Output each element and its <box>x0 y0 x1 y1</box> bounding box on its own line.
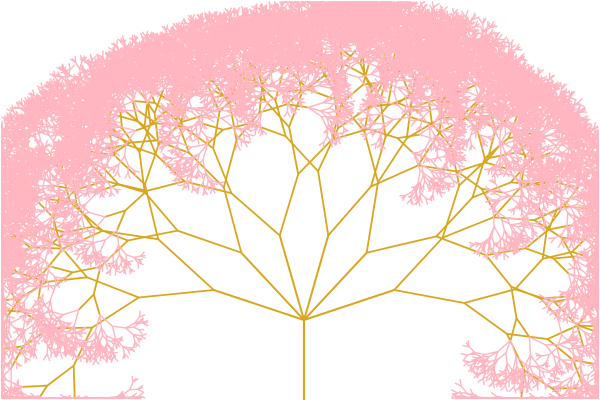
blossom-twig <box>78 333 83 334</box>
blossom-twig <box>6 192 9 193</box>
blossom-twig <box>5 273 6 278</box>
blossom-twig <box>34 353 35 358</box>
blossom-twig <box>2 131 3 132</box>
blossom-twig <box>3 287 4 292</box>
blossom-twig <box>4 328 5 333</box>
blossom-twig <box>36 330 37 334</box>
blossom-twig <box>9 389 10 395</box>
blossom-twig <box>94 183 100 184</box>
blossom-twig <box>130 389 138 390</box>
blossom-twig <box>9 323 10 331</box>
branch-segment <box>74 366 75 398</box>
blossom-twig <box>30 333 34 334</box>
